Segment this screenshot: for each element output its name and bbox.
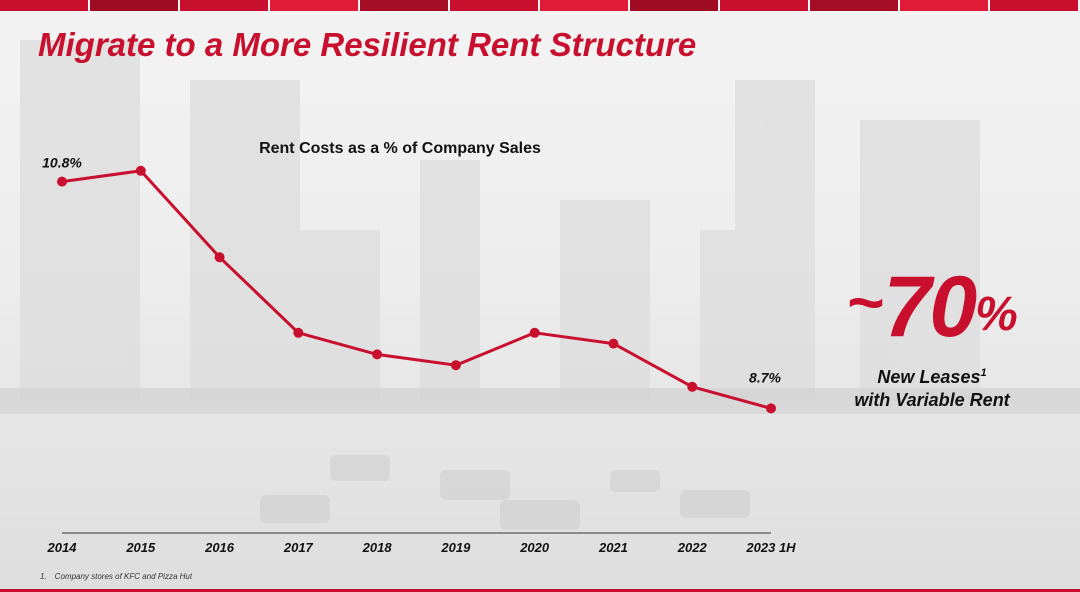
stat-label-footnote-mark: 1	[980, 367, 987, 379]
chart-title: Rent Costs as a % of Company Sales	[259, 140, 541, 157]
stat-unit: %	[975, 288, 1018, 341]
x-tick-label-2014: 2014	[47, 540, 78, 555]
data-point-2020	[529, 327, 540, 338]
data-point-2014	[57, 176, 67, 187]
slide-title: Migrate to a More Resilient Rent Structu…	[38, 26, 697, 63]
variable-rent-stat-label: New Leases1 with Variable Rent	[812, 362, 1052, 412]
footnote: 1. Company stores of KFC and Pizza Hut	[40, 572, 193, 581]
x-tick-label-2020: 2020	[519, 540, 550, 555]
data-point-2021	[608, 338, 619, 349]
data-point-2018	[372, 349, 383, 360]
stat-value: 70	[883, 259, 978, 355]
x-tick-label-2019: 2019	[440, 540, 471, 555]
x-tick-label-2016: 2016	[204, 540, 235, 555]
series-line	[61, 169, 772, 410]
top-decorative-stripe	[0, 0, 1080, 11]
stat-label-line2: with Variable Rent	[854, 390, 1010, 410]
data-point-2022	[687, 381, 698, 392]
data-point-2023-1H	[766, 403, 776, 414]
data-label-2023-1H: 8.7%	[749, 369, 781, 385]
rent-cost-line-chart: 10.8% 8.7% 2014 2015 2016 2017 2018 2019 2020 202…	[42, 155, 796, 555]
data-point-2017	[293, 327, 304, 338]
data-label-2014: 10.8%	[42, 155, 82, 171]
stat-tilde: ~	[846, 266, 884, 338]
variable-rent-stat: ~70%	[812, 258, 1052, 357]
x-tick-label-2023-1H: 2023 1H	[745, 540, 796, 555]
data-point-2015	[135, 165, 146, 176]
x-tick-label-2021: 2021	[598, 540, 628, 555]
x-tick-label-2018: 2018	[362, 540, 393, 555]
bottom-accent-bar	[0, 589, 1080, 592]
stat-label-line1: New Leases	[877, 367, 981, 387]
data-point-2016	[214, 252, 225, 263]
x-tick-label-2022: 2022	[677, 540, 708, 555]
data-point-2019	[450, 360, 461, 371]
x-tick-label-2017: 2017	[283, 540, 314, 555]
x-tick-label-2015: 2015	[125, 540, 156, 555]
